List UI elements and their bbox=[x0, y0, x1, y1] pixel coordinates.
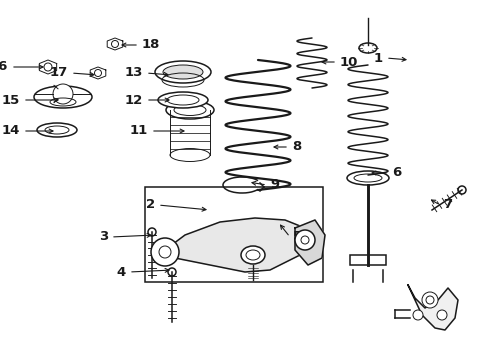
Text: 18: 18 bbox=[142, 39, 160, 51]
Text: 8: 8 bbox=[292, 140, 301, 153]
Text: 12: 12 bbox=[125, 94, 143, 107]
Circle shape bbox=[295, 230, 315, 250]
Text: 14: 14 bbox=[1, 125, 20, 138]
Polygon shape bbox=[158, 218, 315, 272]
Ellipse shape bbox=[241, 246, 265, 264]
Polygon shape bbox=[39, 60, 57, 74]
Text: 16: 16 bbox=[0, 60, 8, 73]
Circle shape bbox=[53, 84, 73, 104]
Ellipse shape bbox=[163, 65, 203, 79]
Ellipse shape bbox=[34, 86, 92, 108]
Ellipse shape bbox=[347, 171, 389, 185]
Text: 6: 6 bbox=[392, 166, 401, 180]
Ellipse shape bbox=[148, 228, 156, 236]
Text: 13: 13 bbox=[124, 67, 143, 80]
Circle shape bbox=[151, 238, 179, 266]
Text: 3: 3 bbox=[99, 230, 108, 243]
Polygon shape bbox=[295, 220, 325, 265]
Text: 11: 11 bbox=[130, 125, 148, 138]
Polygon shape bbox=[408, 285, 458, 330]
Text: 7: 7 bbox=[443, 198, 452, 211]
Text: 9: 9 bbox=[270, 179, 279, 192]
Ellipse shape bbox=[158, 92, 208, 108]
Text: 2: 2 bbox=[146, 198, 155, 211]
Ellipse shape bbox=[166, 101, 214, 119]
Bar bbox=[350, 255, 386, 265]
Text: 4: 4 bbox=[117, 266, 126, 279]
Circle shape bbox=[437, 310, 447, 320]
Ellipse shape bbox=[458, 186, 466, 194]
Text: 10: 10 bbox=[340, 55, 358, 68]
Polygon shape bbox=[107, 38, 123, 50]
Circle shape bbox=[422, 292, 438, 308]
Ellipse shape bbox=[155, 61, 211, 83]
Polygon shape bbox=[90, 67, 106, 79]
Ellipse shape bbox=[359, 43, 377, 53]
Text: 1: 1 bbox=[374, 51, 383, 64]
Text: 17: 17 bbox=[50, 67, 68, 80]
Ellipse shape bbox=[168, 268, 176, 276]
Bar bbox=[145, 187, 323, 282]
Text: 5: 5 bbox=[293, 230, 302, 243]
Text: 15: 15 bbox=[2, 94, 20, 107]
Ellipse shape bbox=[37, 123, 77, 137]
Circle shape bbox=[413, 310, 423, 320]
Ellipse shape bbox=[170, 148, 210, 162]
